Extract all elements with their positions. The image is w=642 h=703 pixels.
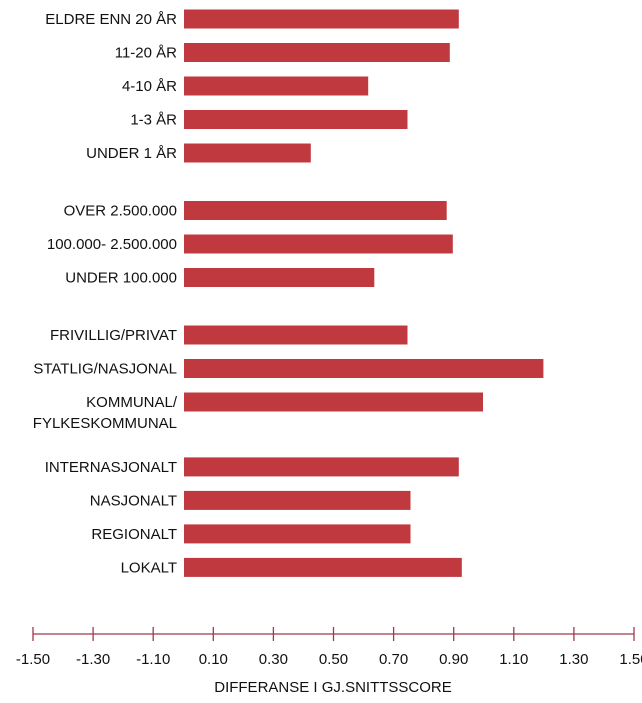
x-tick-label: 1.50: [619, 651, 642, 668]
bar-0-3: [184, 110, 408, 129]
bar-3-1: [184, 490, 411, 510]
x-tick-label: -1.10: [136, 651, 170, 668]
category-label: UNDER 100.000: [65, 270, 177, 287]
category-label: FRIVILLIG/PRIVAT: [50, 327, 177, 344]
bar-0-4: [184, 143, 311, 163]
bar-2-2: [184, 392, 483, 412]
x-tick-label: 1.10: [499, 651, 528, 668]
category-label: LOKALT: [121, 559, 177, 576]
category-label: ELDRE ENN 20 ÅR: [45, 11, 177, 28]
category-label: KOMMUNAL/: [86, 394, 178, 411]
x-tick-label: 0.90: [439, 651, 468, 668]
bar-3-0: [184, 457, 459, 477]
bar-0-1: [184, 43, 450, 62]
bar-0-2: [184, 76, 369, 96]
category-label: 11-20 ÅR: [115, 45, 177, 62]
x-tick-label: -1.30: [76, 651, 110, 668]
category-label: 4-10 ÅR: [122, 78, 177, 95]
bar-3-3: [184, 557, 462, 577]
bar-3-2: [184, 524, 411, 544]
category-label: 100.000- 2.500.000: [47, 236, 177, 253]
category-label: INTERNASJONALT: [45, 459, 177, 476]
bar-1-0: [184, 201, 447, 220]
x-tick-label: 0.10: [199, 651, 228, 668]
bar-2-1: [184, 359, 544, 378]
bar-0-0: [184, 9, 459, 29]
x-tick-label: 0.30: [259, 651, 288, 668]
x-tick-label: -1.50: [16, 651, 50, 668]
category-label: UNDER 1 ÅR: [86, 145, 177, 162]
category-label: STATLIG/NASJONAL: [33, 361, 177, 378]
x-tick-label: 0.50: [319, 651, 348, 668]
category-label: FYLKESKOMMUNAL: [33, 415, 177, 432]
bar-1-2: [184, 268, 375, 287]
bar-1-1: [184, 234, 453, 254]
x-axis-label: DIFFERANSE I GJ.SNITTSSCORE: [214, 679, 452, 696]
bar-2-0: [184, 325, 408, 345]
x-tick-label: 1.30: [559, 651, 588, 668]
category-label: OVER 2.500.000: [64, 203, 177, 220]
x-tick-label: 0.70: [379, 651, 408, 668]
category-label: NASJONALT: [90, 492, 177, 509]
category-label: 1-3 ÅR: [130, 112, 177, 129]
category-label: REGIONALT: [91, 526, 177, 543]
